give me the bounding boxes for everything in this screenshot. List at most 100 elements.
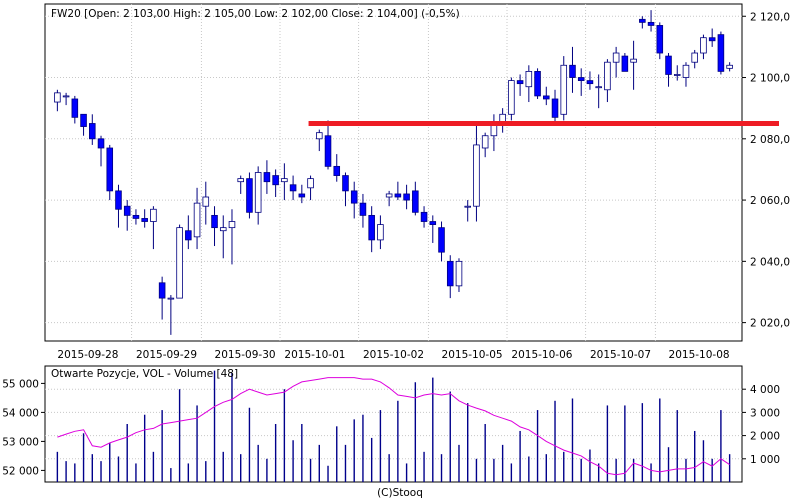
open-interest-tick-label: 55 000 [2,378,39,390]
date-tick-label: 2015-09-29 [136,349,197,361]
candle-up [560,64,568,115]
date-tick-label: 2015-10-02 [363,349,424,361]
volume-grid [45,388,742,460]
candle-down [106,147,114,192]
open-interest-line [57,377,730,476]
candle-down [359,202,367,216]
candle-down [80,113,87,127]
candle-up [508,80,515,115]
candle-down [97,138,105,149]
candle-down [639,18,646,23]
candle-up [630,58,637,63]
candle-up [150,208,157,222]
candle-down [368,214,375,241]
candle-down [333,165,341,176]
volume-chart-title: Otwarte Pozycje, VOL - Volume [48] [51,368,238,380]
candle-up [167,297,175,300]
candle-down [324,135,332,167]
price-tick-label: 2 080,0 [750,134,790,146]
candle-up [316,132,323,140]
candle-up [525,71,533,88]
price-panel-frame [44,3,743,342]
volume-tick-label: 2 000 [750,431,780,443]
candle-down [132,214,140,219]
candle-down [403,193,410,201]
candle-down [708,37,716,42]
candle-up [604,61,611,91]
candle-up [700,37,707,54]
price-tick-label: 2 040,0 [750,256,790,268]
candle-down [429,221,437,225]
candle-up [377,224,384,241]
candle-down [141,218,148,222]
date-tick-label: 2015-10-01 [284,349,345,361]
candle-down [647,21,655,26]
candle-down [289,184,297,192]
date-tick-label: 2015-10-08 [669,349,730,361]
candle-down [185,230,192,241]
candle-up [464,205,471,208]
candle-down [158,282,166,299]
price-axis-ticks: 2 020,0 2 040,0 2 060,0 2 080,0 2 100,0 2 120… [742,11,790,330]
candle-up [595,86,602,89]
candle-up [455,260,463,287]
price-grid [45,4,742,482]
candle-up [176,227,183,299]
candle-down [394,193,402,198]
candle-up [473,144,480,207]
open-interest-axis-ticks: 52 000 53 000 54 000 55 000 [2,378,45,477]
candle-down [350,190,358,204]
candle-up [62,95,70,98]
candle-up [612,52,620,63]
open-interest-tick-label: 52 000 [2,465,39,477]
candle-up [54,92,61,103]
candle-down [569,64,576,78]
candle-up [726,64,733,69]
price-tick-label: 2 100,0 [750,73,790,85]
price-tick-label: 2 060,0 [750,195,790,207]
candle-down [123,205,131,216]
date-tick-label: 2015-10-07 [590,349,651,361]
candle-down [543,95,550,100]
candle-down [246,178,253,213]
candle-up [193,202,201,238]
candle-down [89,123,96,140]
candle-down [438,227,445,253]
candle-down [446,260,454,287]
copyright-footer: (C)Stooq [377,487,423,499]
price-tick-label: 2 020,0 [750,318,790,330]
open-interest-tick-label: 53 000 [2,436,39,448]
volume-bars [56,370,731,482]
price-chart-title: FW20 [Open: 2 103,00 High: 2 105,00 Low:… [51,8,460,20]
candle-down [577,77,585,81]
candle-up [228,221,236,229]
candle-down [298,193,306,198]
price-tick-label: 2 120,0 [750,11,790,23]
date-tick-label: 2015-10-05 [442,349,503,361]
volume-axis-ticks: 1 000 2 000 3 000 4 000 [742,384,780,466]
candlesticks [54,10,733,335]
candle-up [385,193,393,198]
volume-tick-label: 1 000 [750,454,780,466]
date-axis-ticks: 2015-09-28 2015-09-29 2015-09-30 2015-10-01… [57,349,729,361]
candle-up [281,178,288,183]
volume-tick-label: 4 000 [750,384,780,396]
candle-down [656,25,664,54]
candle-down [717,34,725,72]
candle-up [254,172,262,213]
candle-down [551,98,559,118]
candle-down [534,71,541,97]
candle-down [71,98,79,118]
candle-down [263,172,271,183]
candle-down [420,211,428,222]
candle-up [237,178,244,183]
candle-up [202,196,210,207]
candle-up [673,74,681,76]
date-tick-label: 2015-10-06 [511,349,572,361]
candle-down [115,190,122,210]
date-tick-label: 2015-09-30 [215,349,276,361]
date-tick-label: 2015-09-28 [57,349,118,361]
candle-up [219,227,227,232]
open-interest-tick-label: 54 000 [2,407,39,419]
